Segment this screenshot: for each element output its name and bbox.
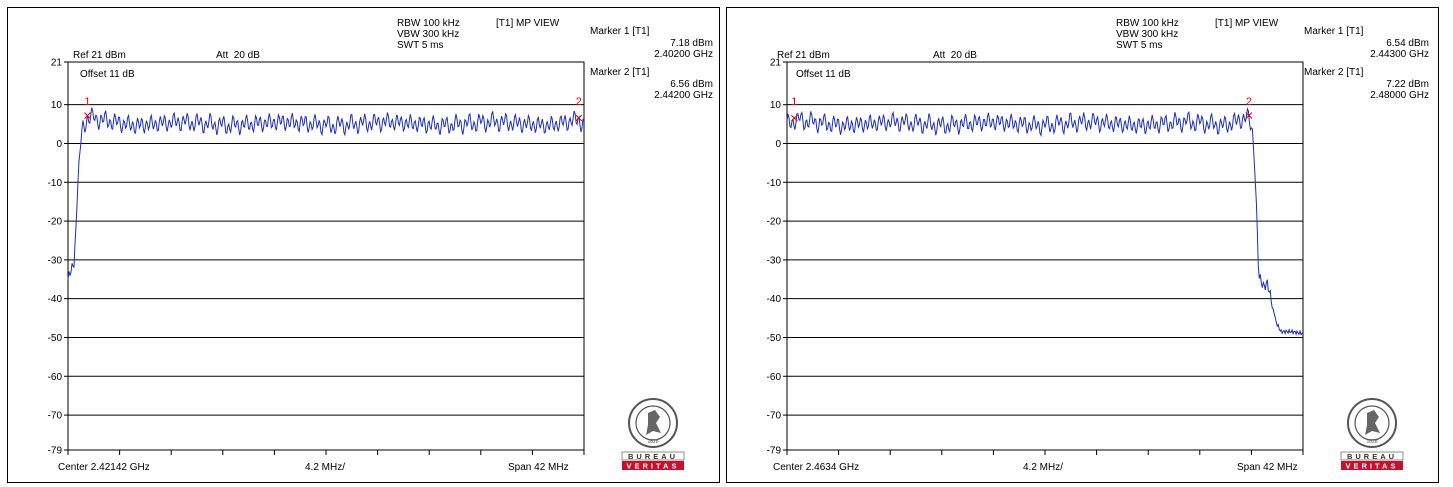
- center-freq-label: Center 2.42142 GHz: [58, 462, 150, 473]
- marker-1: 1: [84, 96, 91, 119]
- spectrum-panel-right: RBW 100 kHz VBW 300 kHz SWT 5 ms [T1] MP…: [726, 7, 1439, 483]
- bureau-veritas-logo: BUREAU VERITAS 1828: [1327, 383, 1417, 475]
- span-label: Span 42 MHz: [1237, 462, 1298, 473]
- rbw-label: RBW 100 kHz: [397, 18, 460, 29]
- y-tick-label: -40: [48, 294, 63, 305]
- y-tick-label: -50: [48, 333, 63, 344]
- spectrum-panel-left: RBW 100 kHz VBW 300 kHz SWT 5 ms [T1] MP…: [7, 7, 720, 483]
- division-label: 4.2 MHz/: [305, 462, 346, 473]
- vbw-label: VBW 300 kHz: [1116, 29, 1179, 40]
- y-tick-label: 21: [770, 58, 782, 69]
- marker2-title: Marker 2 [T1]: [1304, 67, 1364, 78]
- y-tick-label: -50: [767, 333, 782, 344]
- ref-level-label: Ref 21 dBm: [777, 50, 830, 61]
- y-tick-label: -30: [767, 255, 782, 266]
- marker-cross: [84, 112, 91, 119]
- y-tick-label: -79: [767, 446, 782, 457]
- rbw-label: RBW 100 kHz: [1116, 18, 1179, 29]
- swt-label: SWT 5 ms: [397, 40, 444, 51]
- offset-label: Offset 11 dB: [80, 69, 135, 80]
- y-tick-label: 21: [51, 58, 63, 69]
- marker-cross: [1245, 112, 1253, 119]
- y-tick-label: 10: [770, 100, 782, 111]
- vbw-label: VBW 300 kHz: [397, 29, 460, 40]
- brand-sub: VERITAS: [627, 462, 680, 471]
- division-label: 4.2 MHz/: [1023, 462, 1064, 473]
- marker2-level: 7.22 dBm: [1386, 79, 1429, 90]
- marker-2: 2: [1245, 96, 1253, 119]
- marker2-level: 6.56 dBm: [670, 79, 713, 90]
- y-tick-label: -70: [48, 411, 63, 422]
- y-tick-label: -20: [48, 217, 63, 228]
- ref-level-label: Ref 21 dBm: [73, 50, 126, 61]
- marker2-freq: 2.44200 GHz: [654, 90, 713, 101]
- brand-year: 1828: [1366, 439, 1377, 445]
- marker1-freq: 2.40200 GHz: [654, 49, 713, 60]
- y-tick-label: -10: [48, 178, 63, 189]
- marker1-level: 6.54 dBm: [1386, 38, 1429, 49]
- attenuation-label: Att 20 dB: [933, 50, 977, 61]
- center-freq-label: Center 2.4634 GHz: [773, 462, 860, 473]
- attenuation-label: Att 20 dB: [216, 50, 260, 61]
- marker2-freq: 2.48000 GHz: [1370, 90, 1429, 101]
- brand-name: BUREAU: [628, 452, 678, 461]
- marker-number: 2: [1246, 96, 1252, 108]
- spectrum-trace: [786, 107, 1304, 337]
- bureau-veritas-seal-icon: BUREAU VERITAS 1828: [1340, 398, 1404, 471]
- brand-sub: VERITAS: [1346, 462, 1399, 471]
- spectrum-trace: [67, 107, 585, 280]
- marker-cross: [575, 114, 583, 122]
- y-tick-label: -70: [767, 411, 782, 422]
- y-tick-label: -40: [767, 294, 782, 305]
- marker-cross: [791, 114, 798, 122]
- spectrum-plot: 21 10 0 -10 -20 -30 -40 -50 -60 -70 -79 1 2: [767, 58, 1304, 457]
- marker1-freq: 2.44300 GHz: [1370, 49, 1429, 60]
- marker-1: 1: [791, 96, 798, 122]
- marker1-level: 7.18 dBm: [670, 38, 713, 49]
- span-label: Span 42 MHz: [508, 462, 569, 473]
- offset-label: Offset 11 dB: [796, 69, 851, 80]
- marker-number: 1: [84, 96, 90, 108]
- y-tick-label: -60: [767, 372, 782, 383]
- marker-2: 2: [575, 96, 583, 122]
- marker1-title: Marker 1 [T1]: [1304, 26, 1364, 37]
- marker-number: 1: [791, 96, 797, 108]
- y-tick-label: 0: [775, 139, 781, 150]
- marker-number: 2: [576, 96, 582, 108]
- view-label: [T1] MP VIEW: [1215, 18, 1279, 29]
- bureau-veritas-seal-icon: BUREAU VERITAS 1828: [621, 398, 685, 471]
- y-tick-label: -30: [48, 255, 63, 266]
- brand-name: BUREAU: [1347, 452, 1397, 461]
- spectrum-plot: 21 10 0 -10 -20 -30 -40 -50 -60 -70 -79 1 2: [48, 58, 585, 457]
- y-tick-label: -10: [767, 178, 782, 189]
- bureau-veritas-logo: BUREAU VERITAS 1828: [608, 383, 698, 475]
- marker1-title: Marker 1 [T1]: [590, 26, 650, 37]
- brand-year: 1828: [647, 439, 658, 445]
- view-label: [T1] MP VIEW: [496, 18, 560, 29]
- y-tick-label: 10: [51, 100, 63, 111]
- y-tick-label: -20: [767, 217, 782, 228]
- y-tick-label: 0: [56, 139, 62, 150]
- marker2-title: Marker 2 [T1]: [590, 67, 650, 78]
- y-tick-label: -60: [48, 372, 63, 383]
- swt-label: SWT 5 ms: [1116, 40, 1163, 51]
- y-tick-label: -79: [48, 446, 63, 457]
